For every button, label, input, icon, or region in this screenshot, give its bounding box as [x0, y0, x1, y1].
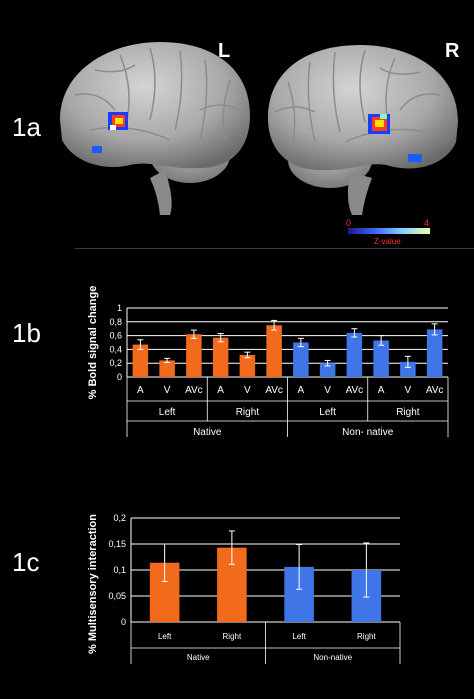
bold-signal-chart: 0 0,2 0,4 0,6 0,8 1 A V AVc A V AVc A V AVc A V AVc Left Ri…	[87, 286, 449, 438]
y-tick-label: 0,15	[108, 539, 126, 549]
y-tick-label: 0,2	[113, 513, 126, 523]
bar	[400, 361, 416, 377]
left-small-cluster	[92, 146, 102, 153]
y-tick-label: 1	[117, 303, 122, 313]
category-label: V	[244, 385, 251, 396]
right-hemisphere-label: R	[445, 40, 460, 62]
category-label: Right	[223, 632, 242, 641]
y-tick-label: 0,2	[109, 358, 122, 368]
bar	[426, 329, 443, 377]
category-label: A	[298, 385, 305, 396]
y-tick-label: 0,4	[109, 344, 122, 354]
bar	[319, 363, 336, 377]
category-label: Left	[158, 632, 172, 641]
category-label: V	[164, 385, 171, 396]
bar	[186, 334, 202, 377]
category-label: A	[137, 385, 144, 396]
colorbar-min: 0	[346, 218, 351, 228]
hemisphere-label: Right	[396, 407, 420, 418]
bar	[373, 340, 389, 377]
category-label: AVc	[185, 385, 203, 396]
bar	[239, 354, 256, 377]
hemisphere-label: Right	[236, 407, 260, 418]
left-activation-cluster	[108, 112, 128, 130]
group-label: Native	[187, 653, 210, 662]
colorbar-max: 4	[424, 218, 429, 228]
group-label: Non- native	[342, 427, 394, 438]
y-tick-label: 0,8	[109, 317, 122, 327]
category-label: V	[324, 385, 331, 396]
panel-label-1b: 1b	[12, 318, 41, 348]
bar	[293, 342, 309, 377]
category-label: AVc	[265, 385, 283, 396]
bar	[212, 337, 229, 377]
panel-label-1a: 1a	[12, 112, 41, 142]
category-label: AVc	[346, 385, 364, 396]
category-label: AVc	[426, 385, 444, 396]
bar	[132, 344, 149, 377]
category-label: V	[405, 385, 412, 396]
bar	[159, 360, 175, 377]
y-tick-label: 0,05	[108, 591, 126, 601]
group-label: Non-native	[313, 653, 352, 662]
category-label: Right	[357, 632, 376, 641]
left-hemisphere-label: L	[218, 40, 231, 62]
left-brain-image	[60, 42, 250, 215]
hemisphere-label: Left	[319, 407, 336, 418]
category-label: A	[378, 385, 385, 396]
z-value-colorbar: 0 4 Z-value	[346, 218, 430, 246]
group-label: Native	[193, 427, 222, 438]
right-small-cluster	[408, 154, 422, 162]
bar	[266, 325, 282, 377]
panel-divider	[75, 248, 474, 249]
multisensory-chart: 0 0,05 0,1 0,15 0,2 Left Right Left Right Native N…	[87, 513, 401, 664]
y-tick-label: 0,1	[113, 565, 126, 575]
bar	[346, 332, 363, 377]
y-tick-label: 0	[121, 617, 126, 627]
right-activation-cluster	[368, 114, 390, 134]
brain-renderings: 0 4 Z-value	[60, 42, 458, 246]
category-label: A	[217, 385, 224, 396]
y-tick-label: 0,6	[109, 331, 122, 341]
colorbar-title: Z-value	[374, 237, 401, 246]
category-label: Left	[292, 632, 306, 641]
hemisphere-label: Left	[159, 407, 176, 418]
y-axis-title: % Bold signal change	[87, 286, 99, 400]
panel-label-1c: 1c	[12, 547, 40, 577]
right-brain-image	[268, 45, 458, 215]
y-axis-title: % Multisensory interaction	[87, 514, 99, 654]
y-tick-label: 0	[117, 372, 122, 382]
